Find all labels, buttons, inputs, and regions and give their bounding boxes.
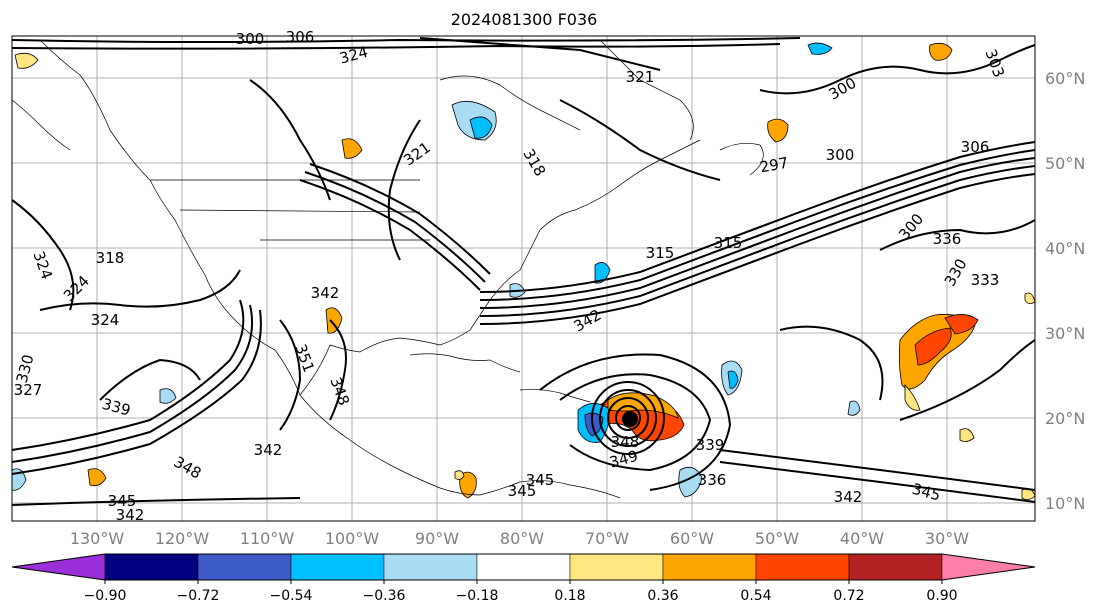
lat-label: 20°N — [1045, 409, 1085, 428]
colorbar-tick-label: −0.54 — [270, 588, 313, 604]
contour-label: 348 — [611, 433, 640, 451]
colorbar-tick-label: −0.90 — [84, 588, 127, 604]
colorbar-tick-label: 0.90 — [926, 588, 957, 604]
shaded-field — [11, 42, 1036, 500]
map-title: 2024081300 F036 — [450, 10, 598, 29]
lon-label: 120°W — [155, 529, 210, 548]
lat-label: 40°N — [1045, 239, 1085, 258]
contour-label: 342 — [254, 441, 283, 459]
contour-label: 300 — [236, 30, 265, 48]
contour-label: 300 — [826, 146, 855, 164]
lon-label: 110°W — [240, 529, 295, 548]
colorbar-tick-label: 0.36 — [647, 588, 678, 604]
lon-label: 80°W — [500, 529, 544, 548]
lat-label: 60°N — [1045, 69, 1085, 88]
contour-label: 342 — [116, 506, 145, 524]
map-background — [12, 36, 1035, 521]
latitude-labels: 60°N 50°N 40°N 30°N 20°N 10°N — [1045, 69, 1085, 513]
contour-label: 315 — [714, 234, 743, 252]
colorbar-bin — [104, 553, 199, 581]
colorbar-bin — [290, 553, 385, 581]
contour-label: 342 — [311, 284, 340, 302]
colorbar-tick-label: −0.18 — [456, 588, 499, 604]
colorbar-bin — [383, 553, 478, 581]
graticule — [12, 36, 1035, 521]
contour-label: 306 — [286, 28, 315, 46]
lon-label: 60°W — [670, 529, 714, 548]
contour-lines — [11, 37, 1036, 506]
contour-label: 321 — [626, 68, 655, 86]
contour-label: 345 — [526, 471, 555, 489]
lon-label: 130°W — [70, 529, 125, 548]
contour-label: 315 — [646, 244, 675, 262]
contour-label: 306 — [961, 138, 990, 156]
lat-label: 10°N — [1045, 494, 1085, 513]
colorbar-bin — [848, 553, 943, 581]
colorbar-bin — [476, 553, 571, 581]
lon-label: 30°W — [925, 529, 969, 548]
lon-label: 100°W — [325, 529, 380, 548]
contour-label: 345 — [108, 492, 137, 510]
colorbar-bin — [662, 553, 757, 581]
contour-label: 336 — [933, 230, 962, 248]
colorbar-bin — [941, 553, 1036, 581]
colorbar — [11, 553, 1036, 581]
colorbar-tick-label: 0.54 — [740, 588, 771, 604]
contour-label: 342 — [834, 488, 863, 506]
colorbar-bin — [197, 553, 292, 581]
colorbar-bin — [569, 553, 664, 581]
lon-label: 50°W — [755, 529, 799, 548]
longitude-labels: 130°W 120°W 110°W 100°W 90°W 80°W 70°W 6… — [70, 529, 969, 548]
contour-label: 339 — [696, 436, 725, 454]
contour-label: 324 — [91, 311, 120, 329]
lon-label: 90°W — [415, 529, 459, 548]
contour-label: 336 — [698, 471, 727, 489]
colorbar-tick-labels: −0.90 −0.72 −0.54 −0.36 −0.18 0.18 0.36 0.54 0.7… — [84, 580, 958, 604]
lon-label: 70°W — [585, 529, 629, 548]
lon-label: 40°W — [840, 529, 884, 548]
contour-label: 318 — [96, 249, 125, 267]
contour-label: 345 — [508, 482, 537, 500]
colorbar-bin — [755, 553, 850, 581]
lat-label: 50°N — [1045, 154, 1085, 173]
colorbar-tick-label: 0.18 — [554, 588, 585, 604]
coastlines — [11, 39, 764, 499]
contour-label: 297 — [758, 154, 789, 177]
hurricane-center-marker — [622, 411, 638, 427]
map-frame — [11, 35, 1036, 522]
colorbar-tick-label: −0.36 — [363, 588, 406, 604]
contour-label: 327 — [14, 381, 43, 399]
colorbar-bin — [11, 553, 106, 581]
colorbar-tick-label: 0.72 — [833, 588, 864, 604]
lat-label: 30°N — [1045, 324, 1085, 343]
colorbar-tick-label: −0.72 — [177, 588, 220, 604]
contour-label: 333 — [971, 271, 1000, 289]
